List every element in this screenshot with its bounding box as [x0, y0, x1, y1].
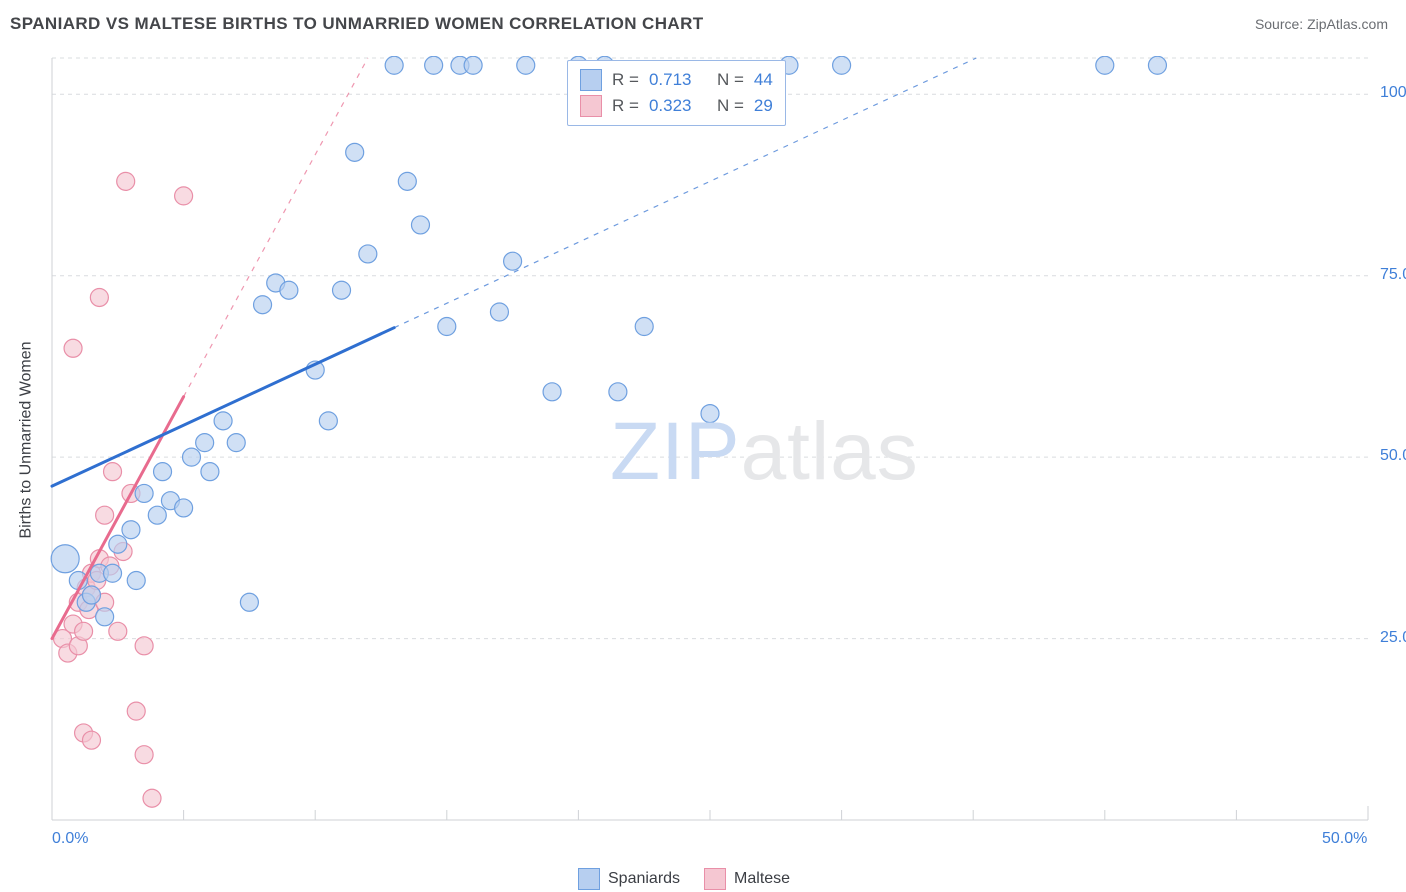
legend-r-value: 0.713	[649, 67, 707, 93]
legend-n-value: 29	[754, 93, 773, 119]
legend-series-item: Maltese	[704, 868, 790, 890]
source-label: Source: ZipAtlas.com	[1255, 16, 1388, 32]
legend-series-label: Spaniards	[608, 870, 680, 888]
legend-r-value: 0.323	[649, 93, 707, 119]
axis-tick-label: 50.0%	[1322, 830, 1367, 848]
axis-tick-label: 0.0%	[52, 830, 88, 848]
legend-swatch	[704, 868, 726, 890]
legend-stat-row: R = 0.713 N = 44	[580, 67, 773, 93]
y-axis-label: Births to Unmarried Women	[18, 341, 36, 538]
axis-tick-label: 75.0%	[1380, 266, 1406, 284]
chart-area	[50, 56, 1370, 846]
legend-n-label: N =	[717, 67, 744, 93]
axis-tick-label: 50.0%	[1380, 447, 1406, 465]
legend-stats: R = 0.713 N = 44 R = 0.323 N = 29	[567, 60, 786, 126]
legend-series: Spaniards Maltese	[578, 868, 790, 890]
legend-r-label: R =	[612, 93, 639, 119]
axis-tick-label: 25.0%	[1380, 629, 1406, 647]
legend-swatch	[580, 69, 602, 91]
legend-n-label: N =	[717, 93, 744, 119]
legend-swatch	[578, 868, 600, 890]
scatter-plot	[50, 56, 1370, 846]
legend-stat-row: R = 0.323 N = 29	[580, 93, 773, 119]
legend-series-label: Maltese	[734, 870, 790, 888]
axis-tick-label: 100.0%	[1380, 84, 1406, 102]
legend-n-value: 44	[754, 67, 773, 93]
page-title: SPANIARD VS MALTESE BIRTHS TO UNMARRIED …	[10, 14, 704, 34]
legend-series-item: Spaniards	[578, 868, 680, 890]
legend-r-label: R =	[612, 67, 639, 93]
legend-swatch	[580, 95, 602, 117]
